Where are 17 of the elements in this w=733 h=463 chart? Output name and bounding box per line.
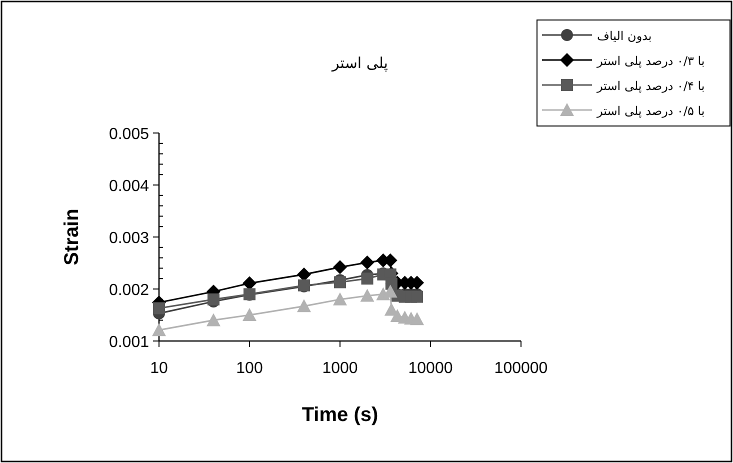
x-tick-label: 100000 [494, 360, 548, 377]
y-axis-title: Strain [61, 208, 83, 266]
x-tick-label: 10 [150, 360, 168, 377]
y-tick-label: 0.005 [108, 126, 150, 143]
y-tick-label: 0.003 [108, 230, 150, 247]
legend-label: با ۰/۵ درصد پلی استر [596, 104, 705, 118]
x-tick-label: 10000 [408, 360, 453, 377]
legend-label: با ۰/۴ درصد پلی استر [596, 79, 705, 93]
x-tick-label: 1000 [322, 360, 358, 377]
legend-label: با ۰/۳ درصد پلی استر [596, 54, 705, 68]
y-tick-label: 0.001 [108, 334, 150, 351]
y-tick-label: 0.004 [108, 178, 150, 195]
chart-title: پلی استر [331, 54, 388, 72]
x-tick-label: 100 [236, 360, 263, 377]
legend-label: بدون الیاف [597, 29, 652, 43]
x-axis-title: Time (s) [302, 404, 378, 426]
y-tick-label: 0.002 [108, 282, 150, 299]
